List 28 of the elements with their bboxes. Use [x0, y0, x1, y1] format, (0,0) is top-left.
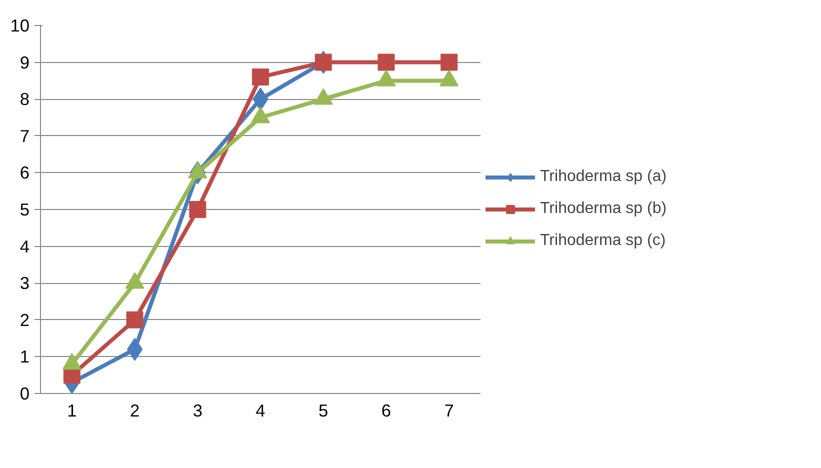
y-tick-label: 2: [20, 310, 30, 330]
point: [189, 201, 206, 218]
point: [126, 311, 144, 328]
y-tick-label: 1: [20, 346, 30, 367]
x-tick-label: 2: [130, 400, 140, 420]
y-tick-label: 10: [10, 16, 30, 36]
point: [252, 68, 269, 86]
legend-label: Trihoderma sp (c): [540, 232, 666, 250]
x-tick-label: 5: [318, 400, 328, 420]
point: [440, 54, 458, 71]
y-tick-label: 7: [20, 126, 30, 146]
y-tick-label: 0: [20, 384, 30, 404]
y-tick-label: 6: [20, 162, 30, 183]
point: [314, 54, 332, 71]
legend-label: Trihoderma sp (a): [540, 168, 667, 186]
point: [378, 54, 395, 71]
legend-label: Trihoderma sp (b): [540, 200, 667, 218]
x-tick-label: 1: [67, 400, 77, 420]
y-tick-label: 3: [20, 273, 30, 294]
x-tick-label: 6: [381, 400, 392, 420]
y-tick-label: 9: [20, 52, 30, 72]
x-tick-label: 7: [444, 400, 454, 420]
x-tick-label: 4: [256, 400, 266, 420]
point: [126, 338, 143, 361]
y-tick-label: 4: [20, 236, 30, 256]
y-tick-label: 5: [20, 200, 30, 220]
x-tick-label: 3: [192, 400, 202, 420]
y-tick-label: 8: [20, 89, 30, 110]
